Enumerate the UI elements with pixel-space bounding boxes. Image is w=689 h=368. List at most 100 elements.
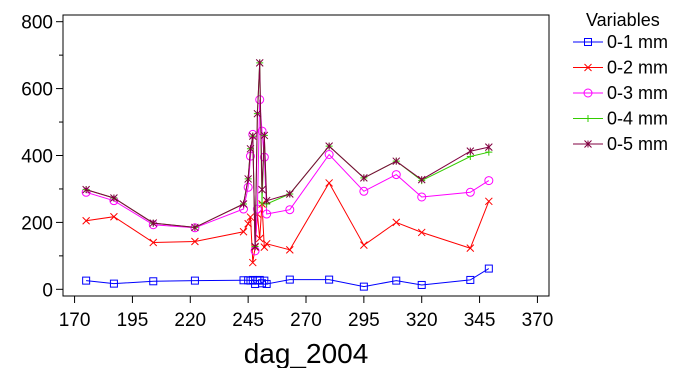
series-0-2-mm <box>82 179 493 267</box>
series-0-4-mm <box>82 59 493 250</box>
data-point <box>285 275 294 284</box>
legend-item: 0-2 mm <box>573 58 668 78</box>
legend-title: Variables <box>586 10 660 30</box>
data-point <box>110 194 118 202</box>
data-point <box>417 192 427 202</box>
data-point <box>584 63 592 72</box>
legend: Variables 0-1 mm 0-2 mm 0-3 mm 0-4 mm 0-5 mm <box>573 10 668 154</box>
data-point <box>484 143 493 151</box>
legend-label: 0-1 mm <box>607 32 668 52</box>
data-point <box>258 279 267 288</box>
data-point <box>260 131 269 140</box>
x-tick-label: 345 <box>464 310 496 331</box>
data-point <box>251 242 259 251</box>
data-point <box>259 152 269 162</box>
data-point <box>246 144 255 153</box>
x-tick-label: 270 <box>290 310 322 331</box>
data-point <box>584 38 592 46</box>
data-point <box>190 223 200 233</box>
data-point <box>583 88 593 98</box>
data-point <box>262 209 272 219</box>
legend-item: 0-3 mm <box>573 83 668 103</box>
data-point <box>285 190 294 198</box>
data-point <box>285 245 294 254</box>
data-point <box>324 149 334 159</box>
data-point <box>190 276 199 285</box>
x-tick-label: 245 <box>232 310 264 331</box>
data-point <box>417 228 426 237</box>
data-point <box>325 275 334 284</box>
data-point <box>255 234 264 243</box>
data-point <box>109 279 118 288</box>
data-point <box>82 185 90 194</box>
series-layer <box>81 58 494 291</box>
data-point <box>82 216 90 225</box>
series-line <box>85 62 489 247</box>
data-point <box>149 238 158 247</box>
y-tick-label: 800 <box>21 13 53 34</box>
data-point <box>417 280 426 289</box>
data-point <box>82 276 91 285</box>
x-tick-label: 370 <box>522 310 554 331</box>
data-point <box>359 186 369 196</box>
legend-label: 0-3 mm <box>607 83 668 103</box>
data-point <box>262 196 271 205</box>
data-point <box>191 237 199 246</box>
data-point <box>392 276 401 285</box>
data-point <box>325 179 333 187</box>
y-tick-label: 0 <box>42 280 53 301</box>
series-0-1-mm <box>82 264 493 291</box>
y-tick-label: 400 <box>21 147 53 168</box>
data-point <box>392 157 401 166</box>
y-tick-label: 600 <box>21 80 53 101</box>
legend-label: 0-5 mm <box>607 134 668 154</box>
legend-item: 0-1 mm <box>573 32 668 52</box>
data-point <box>255 95 265 105</box>
data-point <box>262 279 271 288</box>
series-line <box>86 268 490 288</box>
legend-item: 0-5 mm <box>573 134 668 154</box>
series-0-5-mm <box>82 58 493 251</box>
data-point <box>391 170 401 180</box>
data-point <box>239 200 248 208</box>
y-tick-label: 200 <box>21 213 53 234</box>
data-point <box>584 140 592 148</box>
data-point <box>255 58 264 67</box>
data-point <box>285 205 295 215</box>
x-tick-label: 195 <box>117 310 149 331</box>
axes-layer: 0 200 400 600 800 170 195 220 245 270 295 320 345 370 <box>21 13 553 331</box>
data-point <box>248 258 257 267</box>
data-point <box>484 264 493 273</box>
series-0-3-mm <box>81 95 494 256</box>
data-point <box>325 142 333 150</box>
data-point <box>260 243 269 252</box>
data-point <box>252 204 262 214</box>
data-point <box>253 109 262 118</box>
data-point <box>149 219 158 227</box>
data-point <box>417 175 426 184</box>
legend-label: 0-2 mm <box>607 58 668 78</box>
data-point <box>262 239 271 248</box>
data-point <box>243 182 253 192</box>
data-point <box>359 282 368 291</box>
x-axis-label: dag_2004 <box>244 338 369 368</box>
data-point <box>360 174 368 182</box>
data-point <box>149 277 158 286</box>
legend-label: 0-4 mm <box>607 109 668 129</box>
data-point <box>484 176 494 186</box>
x-tick-label: 320 <box>406 310 438 331</box>
data-point <box>191 223 199 232</box>
data-point <box>360 241 368 250</box>
data-point <box>466 275 475 284</box>
legend-item: 0-4 mm <box>573 109 668 129</box>
x-tick-label: 220 <box>174 310 206 331</box>
data-point <box>110 212 118 221</box>
data-point <box>248 132 257 140</box>
x-tick-label: 295 <box>348 310 380 331</box>
data-point <box>465 187 475 197</box>
data-point <box>484 197 493 206</box>
data-point <box>466 147 475 156</box>
x-tick-label: 170 <box>59 310 91 331</box>
series-line <box>85 99 490 251</box>
